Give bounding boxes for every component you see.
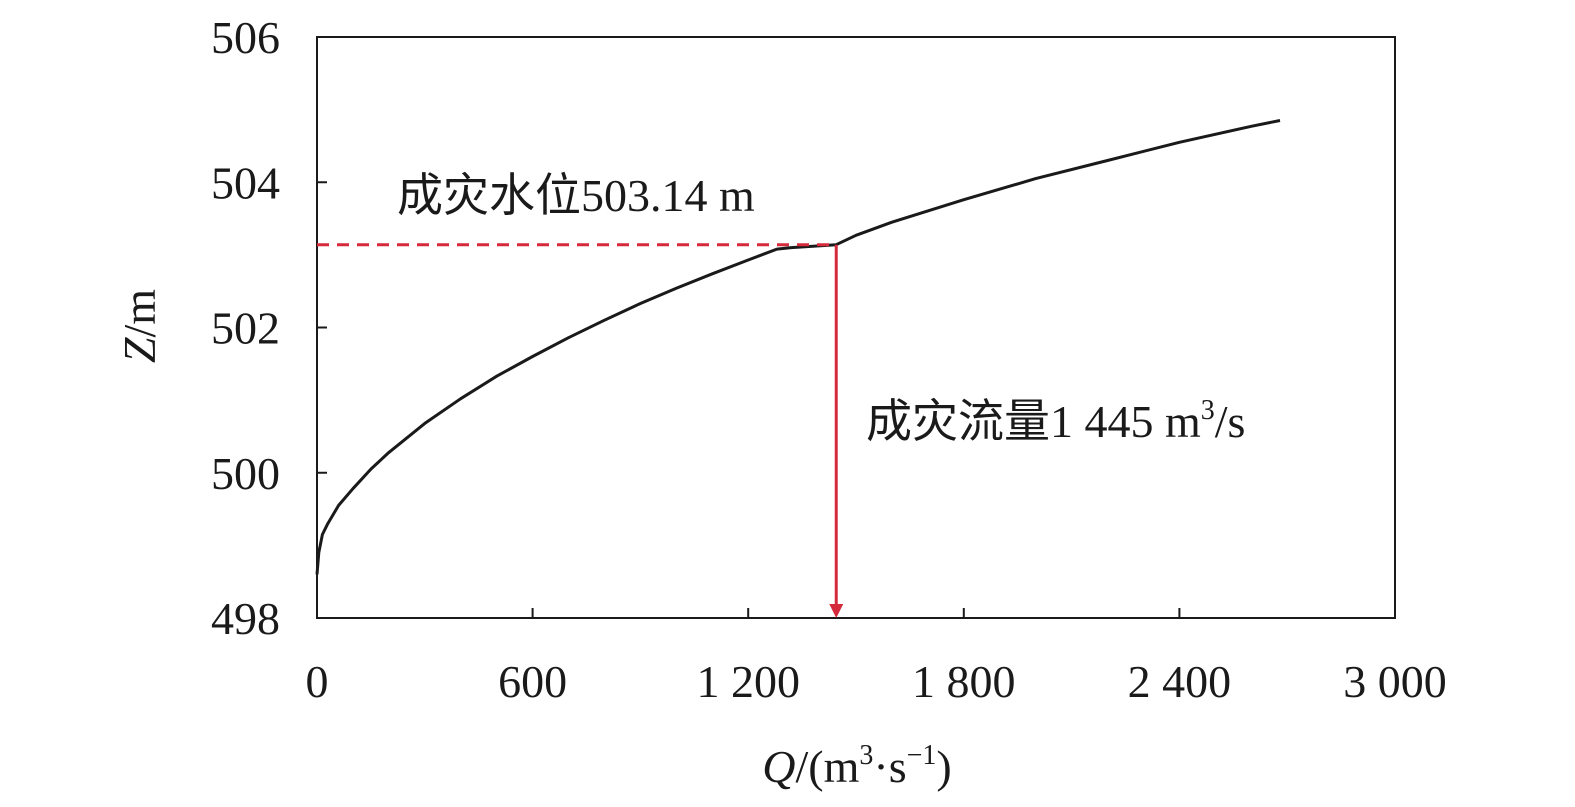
discharge-annotation-sup: 3 [1201,395,1215,426]
plot-frame [316,36,1396,619]
x-axis-label-sup1: 3 [859,740,873,771]
water-level-annotation: 成灾水位503.14 m [397,170,755,221]
y-axis-ticks: 498 500 502 504 506 [211,12,327,644]
x-tick-label: 600 [498,656,567,707]
y-axis-label: Z/m [114,289,165,363]
x-axis-label-unit-open: /(m [795,741,859,792]
discharge-annotation-suffix: /s [1215,396,1246,447]
y-tick-label: 500 [211,448,280,499]
discharge-annotation-main: 成灾流量1 445 m [866,396,1201,447]
x-tick-label: 3 000 [1343,656,1447,707]
x-tick-label: 2 400 [1128,656,1232,707]
x-axis-label-unit-mid: ·s [873,741,906,792]
x-axis-label-var: Q [762,741,795,792]
y-axis-label-var: Z [114,337,165,363]
x-axis-ticks: 0 600 1 200 1 800 2 400 3 000 [306,608,1447,707]
discharge-annotation: 成灾流量1 445 m3/s [866,395,1245,447]
x-axis-label: Q/(m3·s−1) [762,740,951,792]
y-tick-label: 502 [211,303,280,354]
discharge-arrow-head [829,604,844,618]
x-tick-label: 1 800 [912,656,1016,707]
x-tick-label: 1 200 [696,656,800,707]
y-axis-label-unit: /m [114,289,165,338]
x-tick-label: 0 [306,656,329,707]
series-line [315,119,1281,575]
y-tick-label: 504 [211,157,280,208]
x-axis-label-sup2: −1 [907,740,937,771]
y-tick-label: 506 [211,12,280,63]
y-tick-label: 498 [211,593,280,644]
x-axis-label-unit-close: ) [936,741,951,792]
